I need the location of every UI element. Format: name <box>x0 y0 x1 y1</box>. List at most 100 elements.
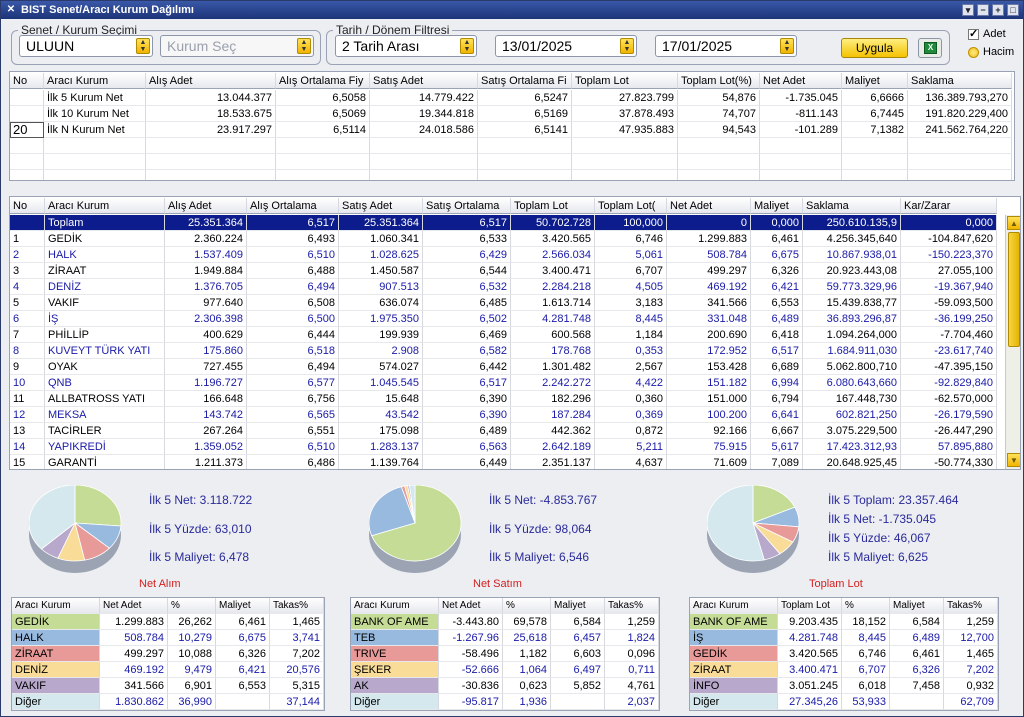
column-header[interactable]: Satış Ortalama Fi <box>478 73 572 89</box>
column-header[interactable]: Net Adet <box>760 73 842 89</box>
column-header[interactable]: Satış Adet <box>370 73 478 89</box>
column-header[interactable]: Toplam Lot <box>778 598 842 614</box>
table-row[interactable]: Diğer 1.830.862 36,990 37,144 <box>12 694 324 710</box>
summary-row[interactable]: 20 İlk N Kurum Net 23.917.297 6,5114 24.018.… <box>10 122 1012 138</box>
table-row[interactable]: TEB -1.267.96 25,618 6,457 1,824 <box>351 630 659 646</box>
column-header[interactable]: Aracı Kurum <box>690 598 778 614</box>
table-row[interactable]: GEDİK 1.299.883 26,262 6,461 1,465 <box>12 614 324 630</box>
column-header[interactable]: Kar/Zarar <box>901 198 997 214</box>
kurum-combo[interactable]: Kurum Seç ▲ ▼ <box>160 35 314 57</box>
table-row[interactable]: Diğer -95.817 1,936 2,037 <box>351 694 659 710</box>
table-row[interactable]: ŞEKER -52.666 1,064 6,497 0,711 <box>351 662 659 678</box>
table-row[interactable]: BANK OF AME -3.443.80 69,578 6,584 1,259 <box>351 614 659 630</box>
column-header[interactable]: Maliyet <box>216 598 270 614</box>
column-header[interactable]: Maliyet <box>890 598 944 614</box>
column-header[interactable]: Takas% <box>605 598 659 614</box>
table-row[interactable]: HALK 508.784 10,279 6,675 3,741 <box>12 630 324 646</box>
column-header[interactable]: Saklama <box>803 198 901 214</box>
scroll-up-button[interactable]: ▲ <box>1007 216 1020 230</box>
column-header[interactable]: Maliyet <box>842 73 908 89</box>
table-row[interactable]: 2 HALK 1.537.409 6,510 1.028.625 6,429 2.566.0… <box>10 247 997 263</box>
table-row[interactable]: 9 OYAK 727.455 6,494 574.027 6,442 1.301.482 2,… <box>10 359 997 375</box>
adet-checkbox[interactable]: ✓ <box>968 27 979 40</box>
expand-button[interactable]: + <box>992 4 1004 16</box>
column-header[interactable]: Satış Ortalama <box>423 198 511 214</box>
column-header[interactable]: % <box>168 598 216 614</box>
close-icon[interactable]: ✕ <box>6 4 16 15</box>
column-header[interactable]: Aracı Kurum <box>45 198 165 214</box>
column-header[interactable]: Toplam Lot <box>511 198 595 214</box>
senet-combo[interactable]: ULUUN ▲ ▼ <box>19 35 153 57</box>
table-row[interactable]: 1 GEDİK 2.360.224 6,493 1.060.341 6,533 3.420.… <box>10 231 997 247</box>
column-header[interactable]: Toplam Lot( <box>595 198 667 214</box>
table-row[interactable]: DENİZ 469.192 9,479 6,421 20,576 <box>12 662 324 678</box>
column-header[interactable]: % <box>503 598 551 614</box>
excel-export-button[interactable]: X <box>918 38 942 58</box>
table-row[interactable]: AK -30.836 0,623 5,852 4,761 <box>351 678 659 694</box>
table-row[interactable]: TRIVE -58.496 1,182 6,603 0,096 <box>351 646 659 662</box>
maximize-button[interactable]: □ <box>1007 4 1019 16</box>
option-hacim[interactable]: Hacim <box>968 46 1014 58</box>
table-row[interactable]: 5 VAKIF 977.640 6,508 636.074 6,485 1.613.714 3… <box>10 295 997 311</box>
vertical-scrollbar[interactable]: ▲ ▼ <box>1005 215 1020 469</box>
column-header[interactable]: Toplam Lot(%) <box>678 73 760 89</box>
table-row[interactable]: 4 DENİZ 1.376.705 6,494 907.513 6,532 2.284.21… <box>10 279 997 295</box>
column-header[interactable]: No <box>10 73 44 89</box>
total-row[interactable]: Toplam 25.351.364 6,517 25.351.364 6,517 50.7… <box>10 215 997 231</box>
table-row[interactable]: 11 ALLBATROSS YATI 166.648 6,756 15.648 6,390… <box>10 391 997 407</box>
column-header[interactable]: Aracı Kurum <box>351 598 439 614</box>
option-adet[interactable]: ✓ Adet <box>968 28 1006 40</box>
chevron-updown-icon[interactable]: ▲ ▼ <box>297 38 311 54</box>
collapse-button[interactable]: − <box>977 4 989 16</box>
column-header[interactable]: Alış Ortalama Fiy <box>276 73 370 89</box>
period-combo[interactable]: 2 Tarih Arası ▲ ▼ <box>335 35 477 57</box>
date-to-field[interactable]: 17/01/2025 ▲ ▼ <box>655 35 797 57</box>
apply-button[interactable]: Uygula <box>841 38 908 58</box>
column-header[interactable]: Net Adet <box>439 598 503 614</box>
summary-row[interactable]: İlk 10 Kurum Net 18.533.675 6,5069 19.344.8… <box>10 106 1012 122</box>
table-row[interactable]: ZİRAAT 499.297 10,088 6,326 7,202 <box>12 646 324 662</box>
scroll-thumb[interactable] <box>1008 232 1020 347</box>
column-header[interactable]: Maliyet <box>551 598 605 614</box>
column-header[interactable]: % <box>842 598 890 614</box>
hacim-radio[interactable] <box>968 46 979 58</box>
table-row[interactable]: İŞ 4.281.748 8,445 6,489 12,700 <box>690 630 998 646</box>
table-row[interactable]: GEDİK 3.420.565 6,746 6,461 1,465 <box>690 646 998 662</box>
column-header[interactable]: Takas% <box>270 598 324 614</box>
column-header[interactable]: Saklama <box>908 73 1012 89</box>
column-header[interactable]: Alış Ortalama <box>247 198 339 214</box>
column-header[interactable]: Satış Adet <box>339 198 423 214</box>
column-header[interactable]: Maliyet <box>751 198 803 214</box>
column-header[interactable]: No <box>10 198 45 214</box>
column-header[interactable]: Net Adet <box>100 598 168 614</box>
table-row[interactable]: 8 KUVEYT TÜRK YATI 175.860 6,518 2.908 6,582 1… <box>10 343 997 359</box>
table-row[interactable]: 10 QNB 1.196.727 6,577 1.045.545 6,517 2.242.2… <box>10 375 997 391</box>
chevron-updown-icon[interactable]: ▲ ▼ <box>136 38 150 54</box>
table-row[interactable]: BANK OF AME 9.203.435 18,152 6,584 1,259 <box>690 614 998 630</box>
column-header[interactable]: Alış Adet <box>146 73 276 89</box>
summary-row[interactable]: İlk 5 Kurum Net 13.044.377 6,5058 14.779.42… <box>10 90 1012 106</box>
column-header[interactable]: Aracı Kurum <box>44 73 146 89</box>
column-header[interactable]: Alış Adet <box>165 198 247 214</box>
table-row[interactable]: 6 İŞ 2.306.398 6,500 1.975.350 6,502 4.281.748… <box>10 311 997 327</box>
table-row[interactable]: 12 MEKSA 143.742 6,565 43.542 6,390 187.284 0,3… <box>10 407 997 423</box>
column-header[interactable]: Aracı Kurum <box>12 598 100 614</box>
table-row[interactable]: 13 TACİRLER 267.264 6,551 175.098 6,489 442.36… <box>10 423 997 439</box>
scroll-down-button[interactable]: ▼ <box>1007 453 1020 467</box>
minimize-button[interactable]: ▾ <box>962 4 974 16</box>
table-row[interactable]: 3 ZİRAAT 1.949.884 6,488 1.450.587 6,544 3.400… <box>10 263 997 279</box>
table-row[interactable]: 14 YAPIKREDİ 1.359.052 6,510 1.283.137 6,563 2… <box>10 439 997 455</box>
column-header[interactable]: Takas% <box>944 598 998 614</box>
table-row[interactable]: İNFO 3.051.245 6,018 7,458 0,932 <box>690 678 998 694</box>
column-header[interactable]: Net Adet <box>667 198 751 214</box>
chevron-updown-icon[interactable]: ▲ ▼ <box>460 38 474 54</box>
table-row[interactable]: 15 GARANTİ 1.211.373 6,486 1.139.764 6,449 2.3… <box>10 455 997 469</box>
chevron-updown-icon[interactable]: ▲ ▼ <box>780 38 794 54</box>
chevron-updown-icon[interactable]: ▲ ▼ <box>620 38 634 54</box>
table-row[interactable]: ZİRAAT 3.400.471 6,707 6,326 7,202 <box>690 662 998 678</box>
table-row[interactable]: 7 PHİLLİP 400.629 6,444 199.939 6,469 600.568 1… <box>10 327 997 343</box>
column-header[interactable]: Toplam Lot <box>572 73 678 89</box>
table-row[interactable]: Diğer 27.345,26 53,933 62,709 <box>690 694 998 710</box>
table-row[interactable]: VAKIF 341.566 6,901 6,553 5,315 <box>12 678 324 694</box>
date-from-field[interactable]: 13/01/2025 ▲ ▼ <box>495 35 637 57</box>
